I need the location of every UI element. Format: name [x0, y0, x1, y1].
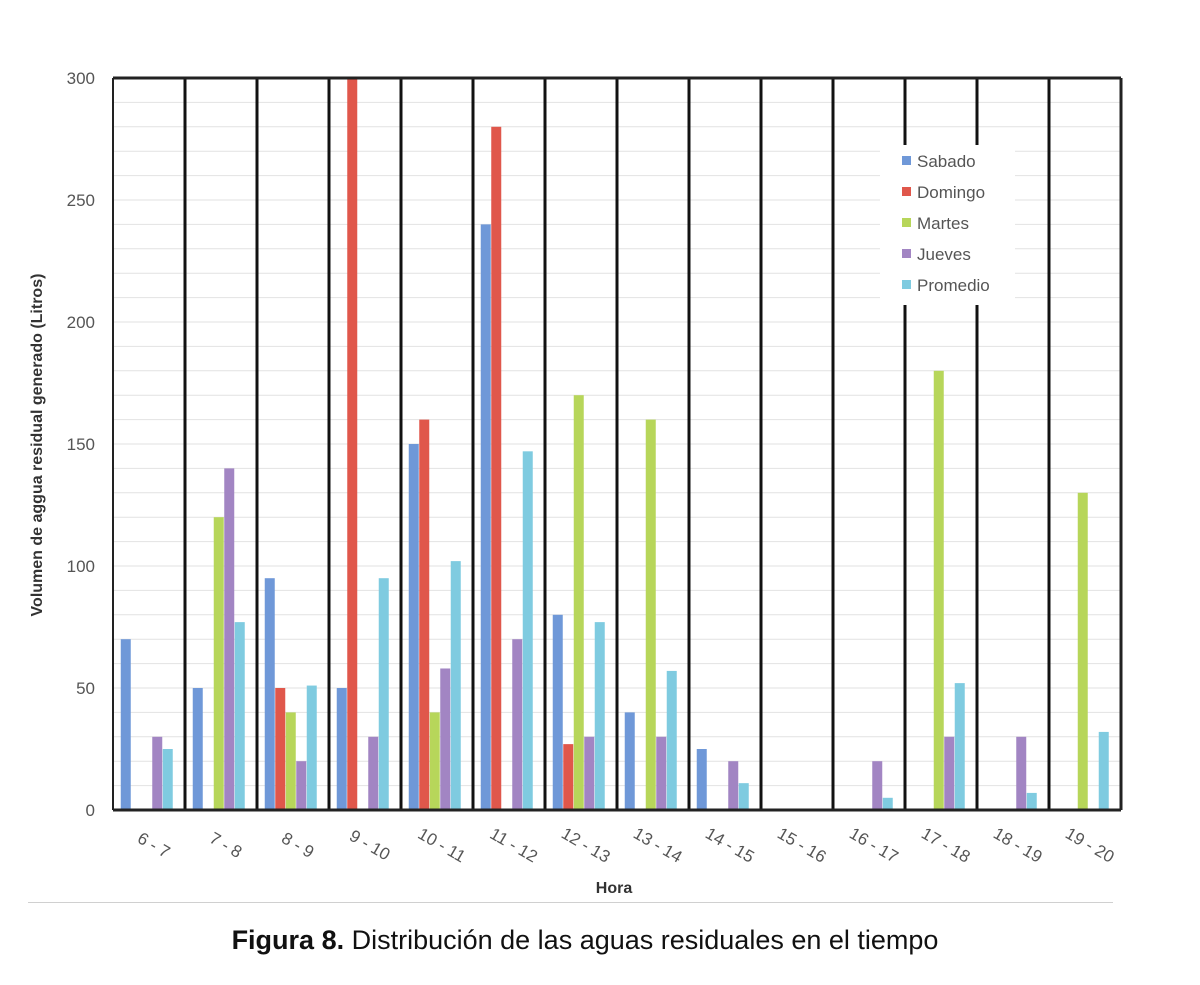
bar-promedio-8: [666, 670, 677, 810]
bar-promedio-14: [1098, 731, 1109, 810]
bar-jueves-5: [440, 668, 451, 810]
caption-divider: [28, 902, 1113, 903]
bar-jueves-1: [152, 736, 163, 810]
caption-text: Distribución de las aguas residuales en …: [344, 925, 939, 955]
bar-martes-14: [1077, 492, 1088, 810]
legend: Sabado Domingo Martes Jueves Promedio: [880, 145, 1015, 305]
bar-martes-2: [213, 517, 224, 810]
bar-martes-8: [645, 419, 656, 810]
bar-jueves-4: [368, 736, 379, 810]
y-tick-label: 150: [67, 435, 95, 454]
x-tick-label: 7 - 8: [206, 829, 245, 862]
bars: [120, 78, 1109, 811]
x-tick-label: 14 - 15: [702, 824, 757, 867]
bar-promedio-5: [450, 561, 461, 810]
bar-promedio-2: [234, 622, 245, 810]
y-tick-label: 250: [67, 191, 95, 210]
bar-jueves-13: [1016, 736, 1027, 810]
bar-martes-7: [573, 395, 584, 810]
legend-swatch-sabado: [902, 156, 911, 165]
legend-label-promedio: Promedio: [917, 276, 990, 295]
bar-domingo-4: [347, 78, 358, 810]
bar-sabado-5: [408, 444, 419, 810]
x-axis-title: Hora: [596, 880, 633, 897]
bar-promedio-1: [162, 749, 173, 810]
legend-swatch-domingo: [902, 187, 911, 196]
bar-martes-3: [285, 712, 296, 810]
bar-sabado-8: [624, 712, 635, 810]
bar-sabado-3: [264, 578, 275, 810]
bar-domingo-5: [419, 419, 430, 810]
bar-jueves-3: [296, 761, 307, 810]
bar-sabado-2: [192, 688, 203, 810]
x-tick-label: 11 - 12: [487, 824, 541, 866]
legend-swatch-promedio: [902, 280, 911, 289]
bar-promedio-12: [954, 683, 965, 810]
bar-promedio-11: [882, 797, 893, 810]
bar-promedio-7: [594, 622, 605, 810]
x-tick-label: 16 - 17: [846, 824, 901, 867]
legend-swatch-jueves: [902, 249, 911, 258]
legend-label-jueves: Jueves: [917, 245, 971, 264]
bar-domingo-6: [491, 126, 502, 811]
bar-sabado-9: [696, 749, 707, 810]
bar-promedio-6: [522, 451, 533, 810]
y-tick-label: 100: [67, 557, 95, 576]
bar-domingo-3: [275, 688, 286, 810]
bar-chart: 0 50 100 150 200 250 300 6 - 7 7 - 8 8 - 9 9 - 10…: [29, 69, 1123, 897]
x-tick-label: 13 - 14: [630, 824, 685, 867]
y-tick-label: 300: [67, 69, 95, 88]
bar-domingo-7: [563, 744, 574, 810]
bar-sabado-7: [552, 614, 563, 810]
x-tick-label: 15 - 16: [774, 824, 829, 867]
bar-sabado-6: [480, 224, 491, 810]
y-tick-label: 200: [67, 313, 95, 332]
caption-label: Figura 8.: [231, 925, 345, 955]
x-tick-label: 17 - 18: [918, 824, 973, 867]
y-tick-label: 50: [76, 679, 95, 698]
y-tick-labels: 0 50 100 150 200 250 300: [67, 69, 95, 820]
bar-martes-5: [429, 712, 440, 810]
bar-martes-12: [933, 370, 944, 810]
bar-jueves-6: [512, 639, 523, 810]
legend-swatch-martes: [902, 218, 911, 227]
bar-jueves-9: [728, 761, 739, 810]
x-tick-label: 10 - 11: [415, 824, 469, 866]
x-tick-label: 6 - 7: [134, 829, 173, 862]
y-tick-label: 0: [86, 801, 95, 820]
x-tick-label: 12 - 13: [558, 824, 613, 867]
bar-jueves-2: [224, 468, 235, 810]
category-separators: [183, 78, 1051, 810]
legend-label-domingo: Domingo: [917, 183, 985, 202]
figure-caption: Figura 8. Distribución de las aguas resi…: [0, 925, 1170, 956]
x-tick-label: 19 - 20: [1062, 824, 1117, 867]
axes: [112, 76, 1123, 812]
bar-jueves-12: [944, 736, 955, 810]
x-tick-label: 18 - 19: [990, 824, 1045, 867]
bar-promedio-3: [306, 685, 317, 810]
x-tick-label: 9 - 10: [346, 826, 393, 864]
legend-label-martes: Martes: [917, 214, 969, 233]
x-tick-label: 8 - 9: [278, 829, 317, 862]
bar-jueves-8: [656, 736, 667, 810]
bar-jueves-11: [872, 761, 883, 810]
bar-promedio-9: [738, 783, 749, 810]
legend-label-sabado: Sabado: [917, 152, 976, 171]
bar-sabado-4: [336, 688, 347, 810]
bar-promedio-13: [1026, 792, 1037, 810]
bar-promedio-4: [378, 578, 389, 810]
x-tick-labels: 6 - 7 7 - 8 8 - 9 9 - 10 10 - 11 11 - 12 12 - …: [134, 824, 1117, 867]
bar-sabado-1: [120, 639, 131, 810]
bar-jueves-7: [584, 736, 595, 810]
y-axis-title: Volumen de aggua residual generado (Litr…: [29, 274, 46, 617]
